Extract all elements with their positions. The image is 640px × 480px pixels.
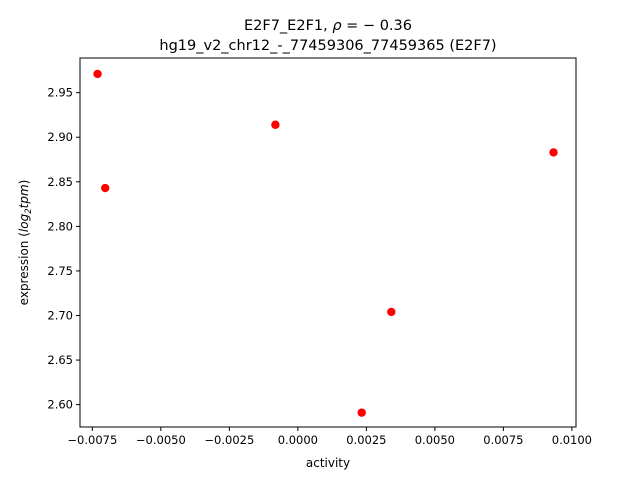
y-tick-label: 2.85 bbox=[47, 175, 73, 189]
data-point bbox=[549, 148, 558, 157]
x-tick-label: 0.0050 bbox=[415, 433, 455, 447]
y-axis-label: expression (log2tpm) bbox=[17, 180, 34, 306]
x-tick-label: −0.0050 bbox=[136, 433, 186, 447]
data-point bbox=[101, 183, 110, 193]
x-axis-ticks: −0.0075 −0.0050 −0.0025 0.0000 0.0025 0.0050 0… bbox=[67, 427, 592, 447]
data-points bbox=[93, 69, 558, 417]
x-tick-label: 0.0000 bbox=[278, 433, 318, 447]
y-tick-label: 2.80 bbox=[47, 219, 73, 233]
y-axis-ticks: 2.60 2.65 2.70 2.75 2.80 2.85 2.90 2.95 bbox=[47, 86, 80, 412]
x-tick-label: 0.0100 bbox=[552, 433, 592, 447]
chart-title-line2: hg19_v2_chr12_-_77459306_77459365 (E2F7) bbox=[159, 38, 496, 54]
plot-background bbox=[80, 58, 576, 427]
y-tick-label: 2.75 bbox=[47, 264, 73, 278]
data-point bbox=[387, 307, 396, 317]
x-tick-label: −0.0075 bbox=[67, 433, 117, 447]
x-tick-label: 0.0025 bbox=[346, 433, 386, 447]
y-tick-label: 2.90 bbox=[47, 130, 73, 144]
x-tick-label: −0.0025 bbox=[204, 433, 254, 447]
chart-title-line1: E2F7_E2F1, ρ = − 0.36 bbox=[244, 18, 412, 34]
y-tick-label: 2.60 bbox=[47, 398, 73, 412]
x-axis-label: activity bbox=[306, 456, 350, 470]
data-point bbox=[357, 408, 366, 417]
y-tick-label: 2.65 bbox=[47, 353, 73, 367]
x-tick-label: 0.0075 bbox=[483, 433, 523, 447]
y-tick-label: 2.70 bbox=[47, 308, 73, 322]
data-point bbox=[93, 69, 102, 79]
y-tick-label: 2.95 bbox=[47, 86, 73, 100]
plot-area bbox=[80, 58, 576, 427]
data-point bbox=[271, 120, 280, 129]
plot-frame bbox=[79, 57, 577, 428]
